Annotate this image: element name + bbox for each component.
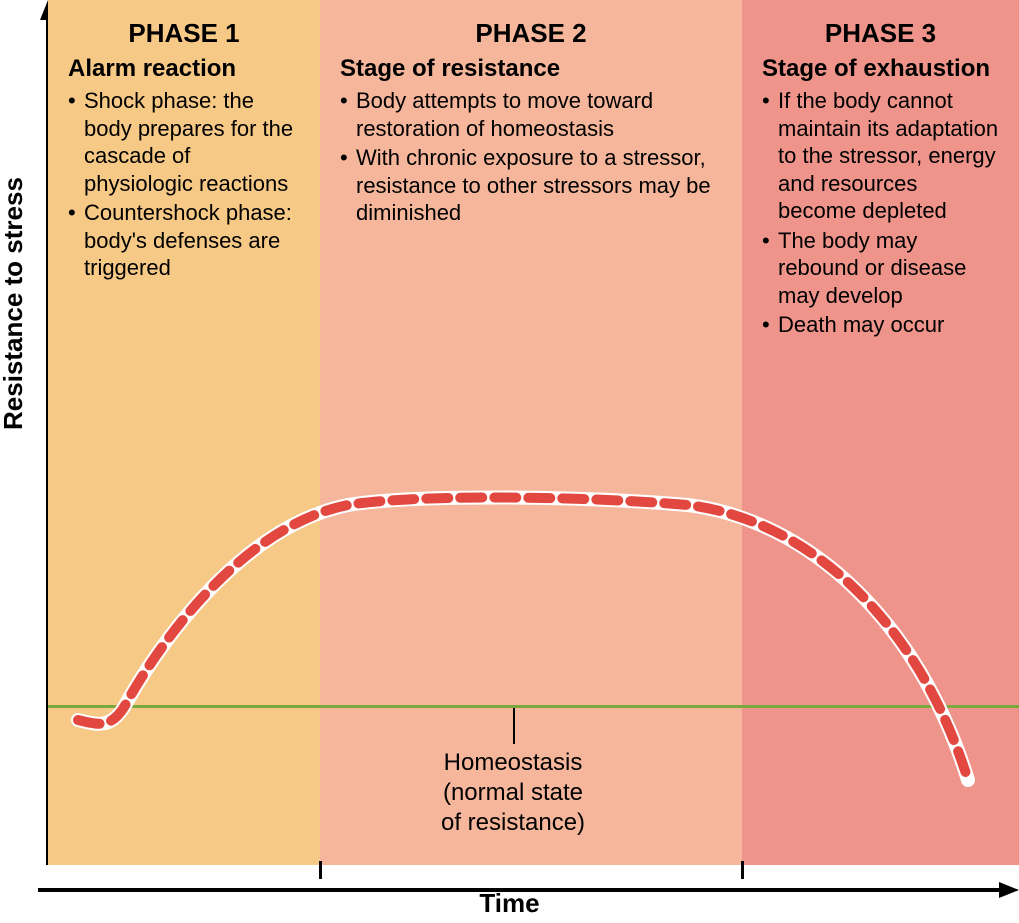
homeostasis-label-line-0: Homeostasis — [403, 748, 623, 778]
phase3-subtitle: Stage of exhaustion — [762, 55, 999, 83]
phase3-bullet-2: Death may occur — [762, 311, 999, 339]
gas-chart: Resistance to stress Time PHASE 1 Alarm r… — [0, 0, 1019, 923]
x-axis-tick-0 — [319, 861, 322, 879]
plot-area: PHASE 1 Alarm reaction Shock phase: the bo… — [48, 0, 1019, 865]
x-axis-label: Time — [479, 888, 539, 919]
phase1-bullets: Shock phase: the body prepares for the c… — [68, 87, 300, 282]
phase1-bullet-0: Shock phase: the body prepares for the c… — [68, 87, 300, 197]
phase2-bullet-1: With chronic exposure to a stressor, res… — [340, 144, 722, 227]
homeostasis-label: Homeostasis(normal stateof resistance) — [403, 748, 623, 838]
phase1-bullet-1: Countershock phase: body's defenses are … — [68, 199, 300, 282]
phase1-panel: PHASE 1 Alarm reaction Shock phase: the bo… — [48, 0, 320, 865]
phase3-title: PHASE 3 — [762, 18, 999, 49]
homeostasis-tick — [513, 708, 515, 744]
phase3-bullet-1: The body may rebound or disease may deve… — [762, 227, 999, 310]
phase2-title: PHASE 2 — [340, 18, 722, 49]
phase1-header: PHASE 1 Alarm reaction Shock phase: the bo… — [48, 0, 320, 282]
phase2-panel: PHASE 2 Stage of resistance Body attempts … — [320, 0, 742, 865]
phase2-header: PHASE 2 Stage of resistance Body attempts … — [320, 0, 742, 227]
homeostasis-label-line-1: (normal state — [403, 778, 623, 808]
phase1-title: PHASE 1 — [68, 18, 300, 49]
phase2-subtitle: Stage of resistance — [340, 55, 722, 83]
phase3-bullet-0: If the body cannot maintain its adaptati… — [762, 87, 999, 225]
x-axis-tick-1 — [741, 861, 744, 879]
phase3-bullets: If the body cannot maintain its adaptati… — [762, 87, 999, 339]
homeostasis-line — [48, 705, 1019, 708]
phase2-bullets: Body attempts to move toward restoration… — [340, 87, 722, 227]
homeostasis-label-line-2: of resistance) — [403, 808, 623, 838]
phase2-bullet-0: Body attempts to move toward restoration… — [340, 87, 722, 142]
phase1-subtitle: Alarm reaction — [68, 55, 300, 83]
y-axis-label: Resistance to stress — [0, 177, 29, 430]
phase3-header: PHASE 3 Stage of exhaustion If the body ca… — [742, 0, 1019, 339]
phase3-panel: PHASE 3 Stage of exhaustion If the body ca… — [742, 0, 1019, 865]
